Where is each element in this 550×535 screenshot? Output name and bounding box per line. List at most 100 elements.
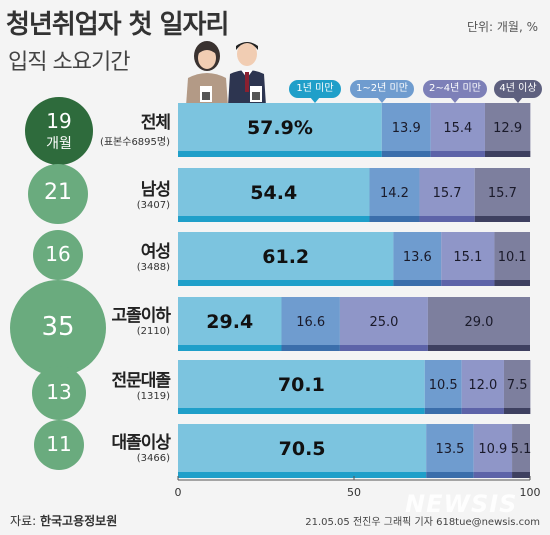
people-illustration <box>186 41 266 106</box>
bar-segment <box>369 168 420 216</box>
row-name: 여성 <box>140 242 171 262</box>
bar-segment-base <box>503 408 531 414</box>
bar-segment <box>512 424 530 472</box>
bar-segment <box>424 360 462 408</box>
data-label: 61.2 <box>262 246 309 268</box>
bar-segment-base <box>178 472 427 478</box>
row-label-highschool: 고졸이하 (2110) <box>111 301 171 337</box>
data-label: 7.5 <box>507 378 528 393</box>
months-circle-college: 13 <box>32 366 86 420</box>
months-circle-male: 21 <box>28 164 88 224</box>
bar-segment-base <box>178 345 282 351</box>
bar-segment <box>461 360 504 408</box>
source-name: 한국고용정보원 <box>39 514 118 528</box>
bar-segment-base <box>430 151 485 157</box>
months-value: 13 <box>46 380 72 404</box>
bar-segment-base <box>424 408 462 414</box>
data-label: 16.6 <box>296 315 325 330</box>
bar-segment-base <box>494 280 530 286</box>
row-label-total: 전체 (표본수6895명) <box>99 108 171 148</box>
data-label: 15.1 <box>453 250 482 265</box>
data-label: 15.4 <box>443 121 472 136</box>
bar-segment <box>178 297 282 345</box>
source: 자료: 한국고용정보원 <box>10 512 117 529</box>
bar-segment-base <box>441 280 495 286</box>
row-label-college: 전문대졸 (1319) <box>111 366 171 402</box>
bar-segment-base <box>426 472 474 478</box>
row-label-male: 남성 (3407) <box>136 175 171 211</box>
months-unit: 개월 <box>46 136 72 152</box>
row-name: 전체 <box>140 113 171 133</box>
bar-segment-base <box>339 345 428 351</box>
bar-segment <box>178 232 394 280</box>
bar-segment <box>484 103 531 151</box>
data-label: 70.5 <box>279 438 326 460</box>
data-label: 14.2 <box>380 186 409 201</box>
bar-segment <box>427 297 530 345</box>
bar-segment <box>393 232 442 280</box>
bar-segment <box>339 297 428 345</box>
credit: 21.05.05 전진우 그래픽 기자 618tue@newsis.com <box>305 517 540 528</box>
bar-segment-base <box>484 151 531 157</box>
data-label: 5.1 <box>511 442 532 457</box>
row-label-female: 여성 (3488) <box>136 237 171 273</box>
bar-segment <box>474 168 530 216</box>
data-label: 29.0 <box>464 315 493 330</box>
page-title: 청년취업자 첫 일자리 <box>6 10 229 40</box>
row-sample: (3466) <box>136 453 170 464</box>
bar-segment <box>426 424 474 472</box>
x-tick-label: 50 <box>347 486 361 499</box>
data-label: 13.9 <box>392 121 421 136</box>
row-sample: (3407) <box>136 200 170 211</box>
data-label: 10.1 <box>498 250 527 265</box>
bar-segment-base <box>281 345 340 351</box>
source-label: 자료: <box>10 514 37 528</box>
bar-segment <box>430 103 485 151</box>
bar-segment-base <box>473 472 513 478</box>
bar-segment <box>441 232 495 280</box>
legend-1to2yr: 1~2년 미만 <box>350 80 414 103</box>
row-name: 전문대졸 <box>111 371 171 391</box>
x-tick-label: 100 <box>520 486 541 499</box>
data-label: 10.9 <box>478 442 507 457</box>
bar-segment-base <box>369 216 420 222</box>
row-label-university: 대졸이상 (3466) <box>111 428 171 464</box>
bar-segment <box>473 424 513 472</box>
bar-segment-base <box>178 280 394 286</box>
bar-segment-base <box>427 345 530 351</box>
row-sample: (표본수6895명) <box>99 137 170 148</box>
months-value: 35 <box>41 312 75 342</box>
months-value: 21 <box>44 180 72 205</box>
data-label: 29.4 <box>206 311 253 333</box>
legend-4yr-over: 4년 이상 <box>494 80 542 103</box>
row-name: 고졸이하 <box>111 306 171 326</box>
bar-segment-base <box>461 408 504 414</box>
bar-segment <box>178 168 370 216</box>
data-label: 13.6 <box>403 250 432 265</box>
bar-segment <box>419 168 475 216</box>
x-tick-label: 0 <box>175 486 182 499</box>
bar-segment <box>503 360 531 408</box>
legend-2to4yr: 2~4년 미만 <box>423 80 487 103</box>
bar-segment-base <box>178 151 382 157</box>
months-circle-total: 19 개월 <box>25 97 93 165</box>
watermark: NEWSIS <box>405 490 518 518</box>
row-sample: (2110) <box>136 326 170 337</box>
data-label: 12.0 <box>468 378 497 393</box>
bar-segment-base <box>178 216 370 222</box>
bar-segment <box>178 103 382 151</box>
bar-segment-base <box>393 280 442 286</box>
bar-segment-base <box>474 216 530 222</box>
bar-segment-base <box>419 216 475 222</box>
page-subtitle: 입직 소요기간 <box>8 50 130 75</box>
data-label: 70.1 <box>278 374 325 396</box>
months-value: 19 <box>46 109 72 133</box>
legend-1yr-under: 1년 미만 <box>289 80 341 103</box>
bar-segment <box>178 424 427 472</box>
bar-segment <box>381 103 431 151</box>
months-circle-university: 11 <box>34 420 84 470</box>
months-value: 16 <box>45 242 71 266</box>
row-name: 대졸이상 <box>111 433 171 453</box>
bar-segment-base <box>512 472 530 478</box>
row-sample: (3488) <box>136 262 170 273</box>
